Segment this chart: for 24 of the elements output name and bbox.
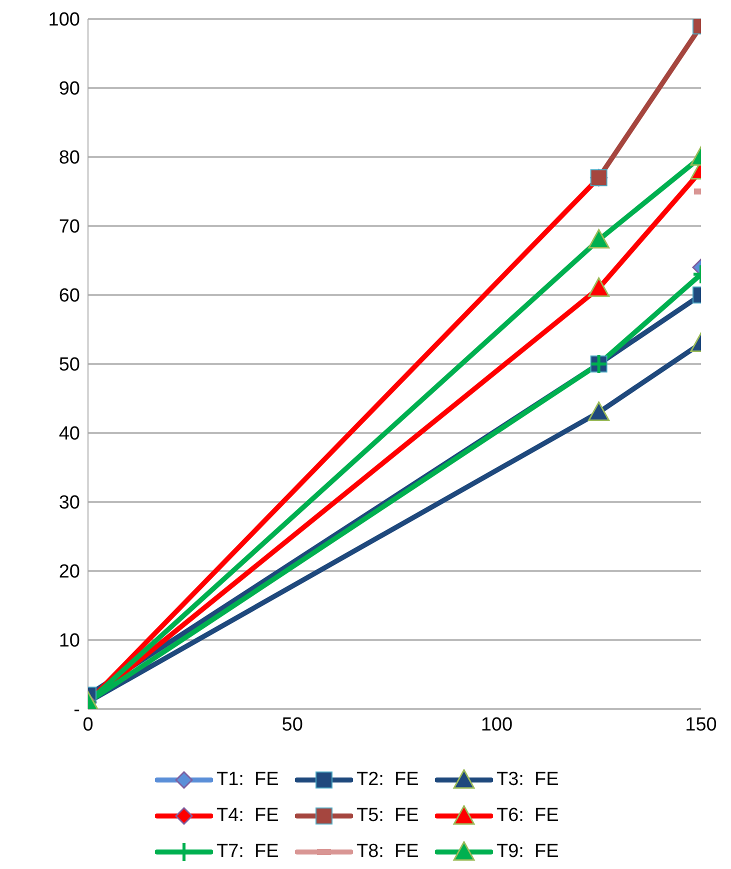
x-tick-label: 150 bbox=[685, 714, 717, 736]
legend-label: T8: FE bbox=[356, 841, 419, 863]
y-tick-label: 70 bbox=[58, 216, 80, 238]
legend-label: T7: FE bbox=[216, 841, 279, 863]
legend-label: T6: FE bbox=[496, 805, 559, 827]
y-tick-label: 40 bbox=[58, 424, 80, 445]
y-tick-label: 10 bbox=[58, 630, 80, 652]
y-tick-label: 50 bbox=[58, 354, 80, 376]
y-tick-label: 30 bbox=[58, 492, 80, 514]
x-tick-label: 100 bbox=[480, 714, 513, 736]
y-tick-label: 20 bbox=[58, 562, 80, 583]
x-tick-label: 50 bbox=[282, 714, 303, 736]
legend-label: T2: FE bbox=[356, 769, 419, 791]
x-tick-label: 0 bbox=[82, 714, 94, 736]
legend-label: T5: FE bbox=[356, 805, 419, 827]
y-tick-label: 60 bbox=[58, 286, 80, 307]
legend-label: T4: FE bbox=[216, 805, 279, 827]
y-tick-label: 80 bbox=[58, 148, 80, 169]
legend-label: T9: FE bbox=[496, 841, 559, 863]
y-tick-label: - bbox=[74, 700, 80, 721]
legend-label: T3: FE bbox=[496, 769, 559, 791]
y-tick-label: 100 bbox=[48, 10, 80, 31]
y-tick-label: 90 bbox=[58, 78, 80, 100]
legend-label: T1: FE bbox=[216, 769, 279, 791]
